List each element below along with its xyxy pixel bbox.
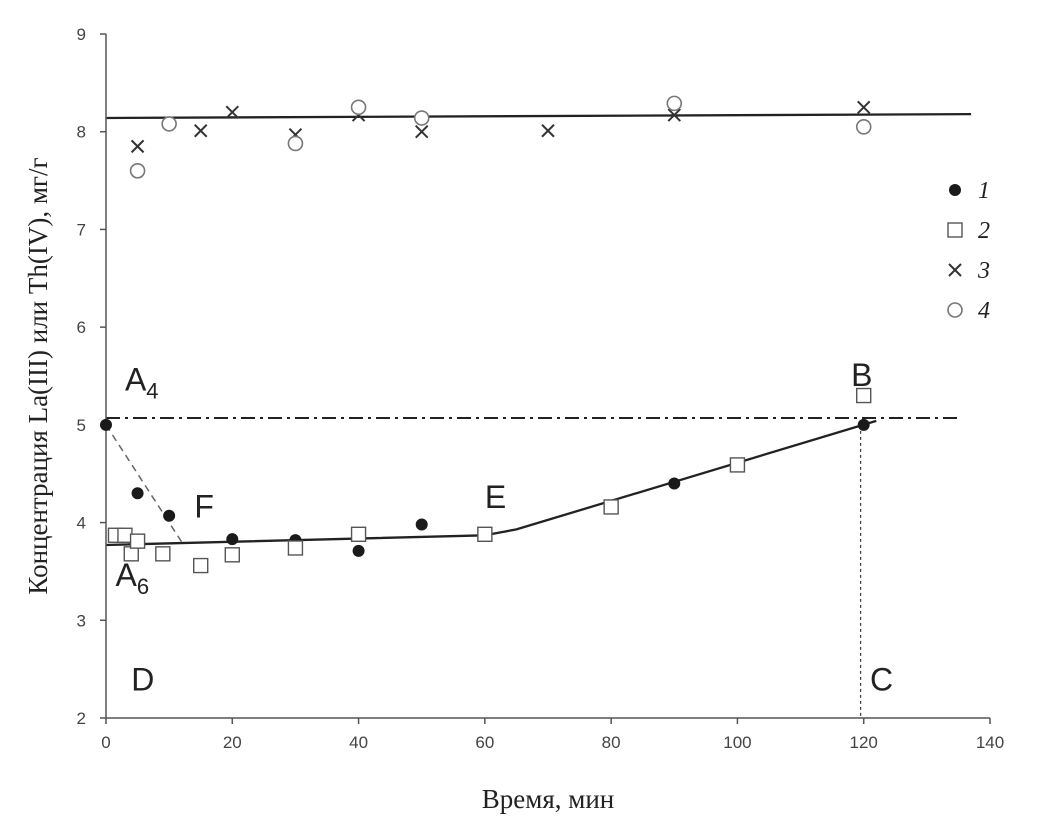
series-1-point — [415, 518, 428, 531]
legend-marker-3 — [948, 263, 962, 277]
x-tick-label: 20 — [223, 733, 242, 752]
series-4-point — [287, 135, 304, 152]
legend-marker-4 — [947, 302, 963, 318]
series-3-point — [130, 139, 145, 154]
y-tick-label: 6 — [77, 318, 86, 337]
legend-label-3: 3 — [977, 258, 990, 284]
x-axis-title: Время, мин — [482, 784, 614, 814]
x-tick-label: 80 — [602, 733, 621, 752]
legend-marker-1 — [949, 184, 961, 196]
y-tick-label: 2 — [77, 709, 86, 728]
annotation-A4: A4 — [125, 362, 159, 404]
annotation-E: E — [485, 479, 506, 515]
series-4-point — [161, 116, 177, 132]
legend-label-2: 2 — [978, 218, 990, 244]
series-1-point — [857, 418, 870, 431]
series-3-point — [667, 108, 681, 122]
series-3-point — [857, 100, 871, 114]
series-1-point — [668, 477, 681, 490]
legend-label-1: 1 — [978, 178, 990, 204]
y-tick-label: 3 — [77, 611, 86, 630]
fit-lines — [105, 112, 972, 718]
x-tick-label: 100 — [723, 733, 751, 752]
series-3-point — [225, 105, 239, 119]
series-2-point — [224, 547, 240, 563]
series-4-point — [413, 110, 430, 126]
y-tick-label: 8 — [77, 123, 86, 142]
series-2-point — [729, 457, 746, 473]
series-2-point — [477, 526, 493, 542]
series-2-point — [117, 527, 133, 543]
annotation-C: C — [870, 662, 893, 698]
legend: 1 2 3 4 — [947, 178, 990, 324]
line-solid — [105, 112, 972, 120]
legend-marker-2 — [947, 222, 963, 238]
annotation-B: B — [851, 357, 872, 393]
series-3-point — [541, 124, 555, 138]
series-2-point — [129, 533, 146, 549]
x-tick-label: 0 — [101, 733, 110, 752]
annotation-A6: A6 — [115, 557, 149, 599]
axes — [105, 34, 990, 719]
ticks: 0 20 40 60 80 100 120 140 2 3 4 5 6 7 8 9 — [77, 25, 1005, 752]
series-2-point — [350, 526, 367, 542]
x-tick-label: 60 — [475, 733, 494, 752]
annotation-F: F — [194, 489, 214, 525]
x-tick-label: 40 — [349, 733, 368, 752]
y-tick-label: 4 — [77, 514, 86, 533]
series-1-point — [100, 418, 112, 431]
series-1-point — [352, 544, 365, 557]
series-2-point — [603, 499, 619, 515]
y-tick-label: 5 — [77, 416, 86, 435]
series-1-point — [226, 533, 239, 546]
series-1-point — [131, 487, 144, 500]
x-tick-label: 120 — [850, 733, 878, 752]
series-2-point — [287, 540, 304, 556]
y-tick-label: 9 — [77, 25, 86, 44]
series-2-point — [193, 557, 209, 574]
series-4-point — [350, 99, 367, 116]
annotation-D: D — [131, 662, 154, 698]
series-2-point — [856, 387, 872, 404]
data-points — [100, 95, 872, 574]
series-3-point — [415, 125, 429, 139]
series-1-point — [163, 509, 176, 522]
series-4-point — [855, 119, 872, 135]
series-3-point — [194, 124, 208, 138]
y-tick-label: 7 — [77, 220, 86, 239]
y-axis-title: Концентрация La(III) или Th(IV), мг/г — [23, 157, 53, 594]
line-dashed — [105, 424, 183, 543]
x-tick-label: 140 — [976, 733, 1004, 752]
annotations: A4 A6 F E B D C — [115, 357, 893, 698]
legend-label-4: 4 — [978, 298, 990, 324]
series-4-point — [666, 95, 683, 112]
series-2-point — [155, 546, 171, 562]
series-4-point — [129, 163, 146, 179]
